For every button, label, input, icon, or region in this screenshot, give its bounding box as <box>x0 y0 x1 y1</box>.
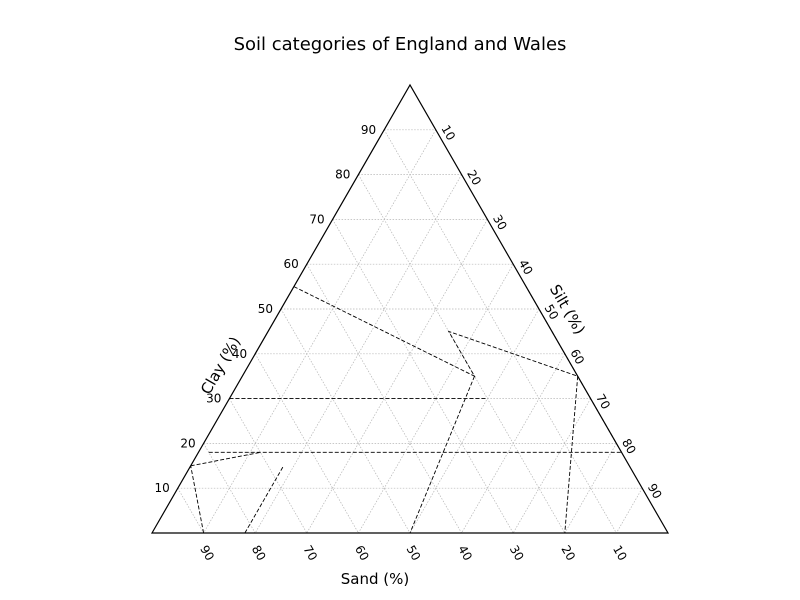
category-boundary <box>190 465 205 534</box>
clay-tick-label: 10 <box>155 481 170 495</box>
sand-tick-label: 50 <box>404 543 424 563</box>
grid-line-silt <box>564 443 617 534</box>
category-boundary <box>525 286 579 377</box>
grid-line-sand <box>177 488 204 534</box>
silt-tick-label: 80 <box>619 436 639 456</box>
clay-tick-label: 90 <box>361 123 376 137</box>
grid-line-silt <box>203 129 437 534</box>
sand-axis-label: Sand (%) <box>341 570 409 588</box>
sand-tick-label: 60 <box>352 543 372 563</box>
category-boundary <box>244 465 284 534</box>
silt-tick-label: 30 <box>490 212 510 232</box>
silt-tick-label: 60 <box>567 347 587 367</box>
clay-tick-label: 50 <box>258 302 273 316</box>
silt-tick-label: 40 <box>516 257 536 277</box>
category-boundary <box>409 376 475 534</box>
sand-tick-label: 80 <box>249 543 269 563</box>
category-boundary <box>564 376 579 534</box>
grid-line-sand <box>383 129 617 534</box>
category-boundary <box>190 451 261 467</box>
clay-tick-label: 60 <box>284 257 299 271</box>
silt-tick-label: 20 <box>464 167 484 187</box>
grid-line-sand <box>229 398 308 534</box>
sand-tick-label: 30 <box>507 543 527 563</box>
grid-line-silt <box>409 308 540 534</box>
grid-line-sand <box>203 443 256 534</box>
sand-tick-label: 20 <box>558 543 578 563</box>
grid-line-sand <box>332 219 514 534</box>
category-boundary <box>293 286 622 453</box>
sand-tick-label: 90 <box>197 543 217 563</box>
silt-tick-label: 50 <box>542 302 562 322</box>
clay-tick-label: 30 <box>206 392 221 406</box>
grid-line-silt <box>616 488 643 534</box>
grid-line-silt <box>461 353 566 534</box>
grid-line-sand <box>280 308 411 534</box>
silt-tick-label: 90 <box>645 481 665 501</box>
sand-tick-label: 70 <box>300 543 320 563</box>
silt-tick-label: 10 <box>438 123 458 143</box>
sand-tick-label: 40 <box>455 543 475 563</box>
clay-axis-label: Clay (%) <box>197 334 244 398</box>
chart-title: Soil categories of England and Wales <box>233 34 567 55</box>
clay-tick-label: 70 <box>309 212 324 226</box>
sand-tick-label: 10 <box>610 543 630 563</box>
grid-line-silt <box>306 219 488 534</box>
grid-line-silt <box>358 264 514 534</box>
silt-tick-label: 70 <box>593 391 613 411</box>
clay-tick-label: 80 <box>335 168 350 182</box>
grid-line-silt <box>512 398 591 534</box>
grid-line-sand <box>254 353 359 534</box>
clay-tick-label: 40 <box>232 347 247 361</box>
clay-tick-label: 20 <box>180 436 195 450</box>
